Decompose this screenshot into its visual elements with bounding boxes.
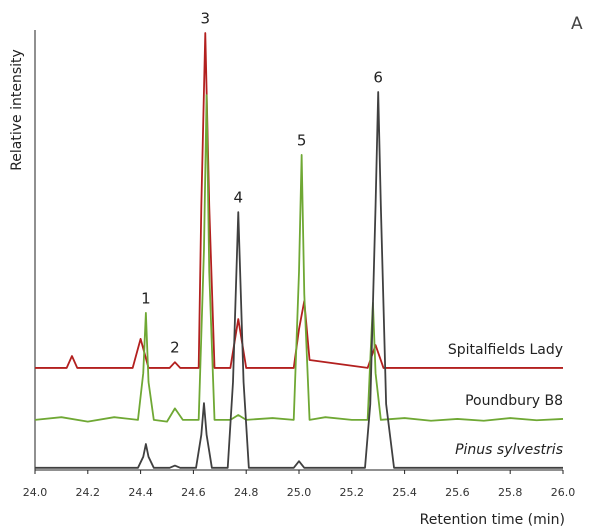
panel-label: A <box>571 14 583 34</box>
x-tick-label: 24.8 <box>234 486 259 499</box>
series-label: Poundbury B8 <box>465 393 563 409</box>
series-label: Pinus sylvestris <box>455 442 563 458</box>
peak-label: 6 <box>373 69 383 87</box>
x-tick-label: 24.4 <box>128 486 153 499</box>
series-line <box>35 91 563 469</box>
x-axis-label: Retention time (min) <box>420 512 565 528</box>
x-tick-label: 25.4 <box>392 486 417 499</box>
x-tick-label: 25.0 <box>287 486 312 499</box>
x-tick-label: 25.8 <box>498 486 523 499</box>
peak-label: 2 <box>170 339 180 357</box>
peak-label: 4 <box>234 189 244 207</box>
peak-label: 3 <box>201 10 211 28</box>
x-tick-label: 25.2 <box>340 486 365 499</box>
peak-label: 5 <box>297 131 307 149</box>
series-line <box>35 32 563 369</box>
x-tick-label: 25.6 <box>445 486 470 499</box>
x-tick-label: 24.2 <box>76 486 101 499</box>
series-label: Spitalfields Lady <box>448 342 563 358</box>
y-axis-label: Relative intensity <box>9 49 25 171</box>
series-line <box>34 94 564 423</box>
x-tick-label: 24.6 <box>181 486 206 499</box>
peak-label: 1 <box>141 289 151 307</box>
x-tick-label: 24.0 <box>23 486 48 499</box>
x-tick-label: 26.0 <box>551 486 576 499</box>
